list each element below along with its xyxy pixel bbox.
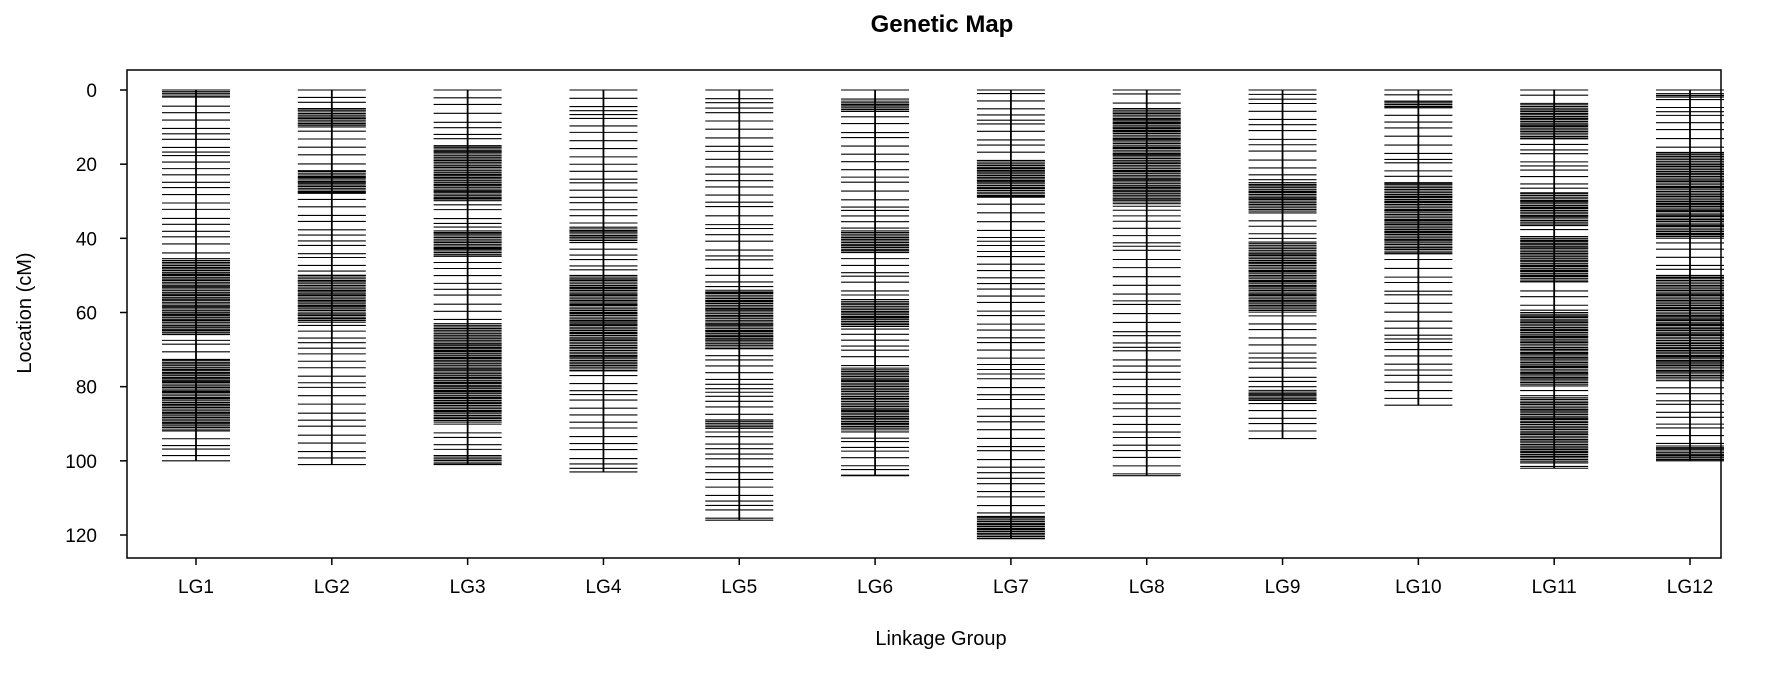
plot-frame bbox=[126, 69, 1722, 559]
linkage-group-LG9 bbox=[1248, 89, 1317, 440]
linkage-group-LG6 bbox=[841, 89, 910, 477]
linkage-group-LG5 bbox=[705, 89, 774, 521]
linkage-group-LG3 bbox=[433, 89, 502, 466]
linkage-group-LG11 bbox=[1520, 89, 1589, 469]
x-axis: LG1 LG2 LG3 LG4 LG5 LG6 LG7 LG8 LG9 LG10 LG11 LG12 bbox=[178, 558, 1713, 598]
x-tick-label: LG4 bbox=[585, 577, 621, 598]
x-tick-label: LG7 bbox=[993, 577, 1029, 598]
y-tick-label: 0 bbox=[86, 81, 97, 102]
x-tick-label: LG12 bbox=[1667, 577, 1713, 598]
x-tick-label: LG10 bbox=[1395, 577, 1441, 598]
y-axis-label: Location (cM) bbox=[14, 252, 36, 373]
x-tick-label: LG1 bbox=[178, 577, 214, 598]
x-tick-label: LG2 bbox=[314, 577, 350, 598]
linkage-group-LG10 bbox=[1384, 89, 1453, 406]
linkage-group-LG8 bbox=[1112, 89, 1181, 477]
y-tick-label: 120 bbox=[65, 526, 97, 547]
x-tick-label: LG3 bbox=[450, 577, 486, 598]
x-axis-label: Linkage Group bbox=[875, 628, 1006, 650]
chart-title: Genetic Map bbox=[871, 11, 1014, 38]
y-tick-label: 80 bbox=[76, 378, 97, 399]
x-tick-label: LG6 bbox=[857, 577, 893, 598]
y-tick-label: 40 bbox=[76, 229, 97, 250]
y-axis: 0 20 40 60 80 100 120 bbox=[65, 81, 127, 547]
linkage-group-LG2 bbox=[297, 89, 366, 466]
x-tick-label: LG5 bbox=[721, 577, 757, 598]
y-tick-label: 20 bbox=[76, 155, 97, 176]
linkage-group-LG4 bbox=[569, 89, 638, 473]
y-tick-label: 100 bbox=[65, 452, 97, 473]
x-tick-label: LG9 bbox=[1265, 577, 1301, 598]
linkage-groups bbox=[162, 89, 1724, 540]
x-tick-label: LG8 bbox=[1129, 577, 1165, 598]
linkage-group-LG1 bbox=[162, 89, 230, 462]
y-tick-label: 60 bbox=[76, 304, 97, 325]
linkage-group-LG12 bbox=[1656, 89, 1724, 462]
x-tick-label: LG11 bbox=[1532, 577, 1577, 598]
linkage-group-LG7 bbox=[976, 89, 1045, 540]
